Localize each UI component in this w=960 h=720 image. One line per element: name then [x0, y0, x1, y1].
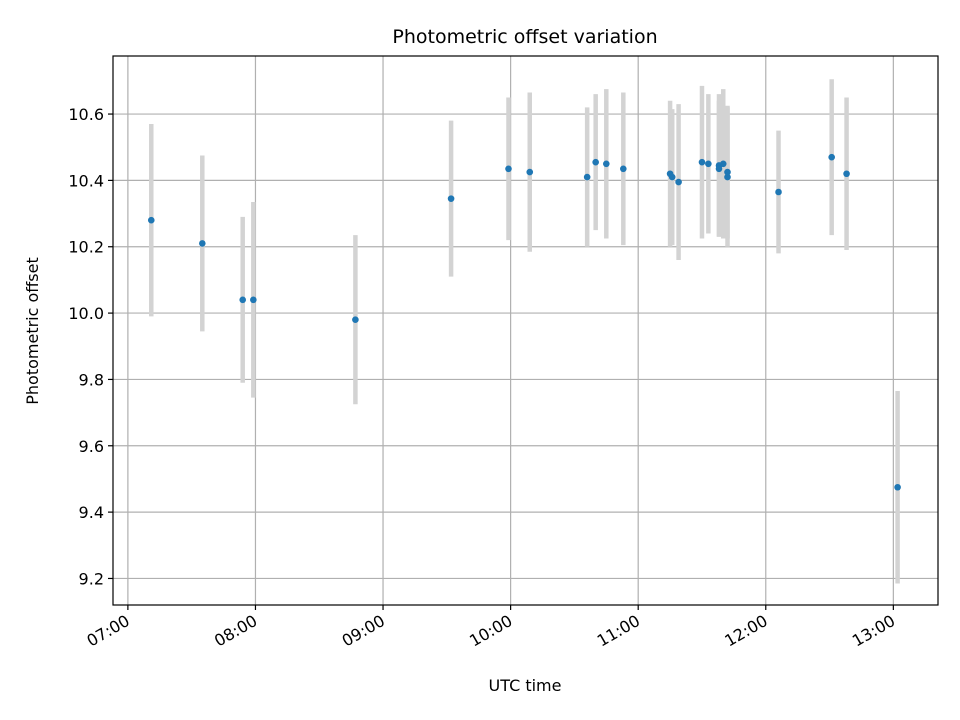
data-point — [583, 173, 591, 181]
data-point — [505, 165, 512, 173]
data-point — [705, 160, 712, 168]
data-point — [250, 296, 257, 304]
y-axis-title: Photometric offset — [23, 257, 42, 405]
data-point — [724, 168, 731, 176]
data-point — [668, 173, 676, 181]
plot-frame — [112, 55, 939, 606]
data-point — [828, 153, 835, 161]
data-point — [592, 158, 599, 166]
y-tick-label: 9.4 — [79, 503, 104, 522]
data-point — [526, 168, 534, 176]
y-tick-label: 9.2 — [79, 569, 104, 588]
data-point — [724, 173, 731, 181]
grid-lines — [113, 56, 938, 605]
data-point — [620, 165, 627, 173]
y-tick-label: 10.2 — [68, 238, 104, 257]
data-point — [675, 178, 682, 186]
data-point — [602, 160, 610, 168]
data-point — [775, 188, 782, 196]
y-tick-label: 10.6 — [68, 105, 104, 124]
data-point — [719, 160, 727, 168]
data-points — [147, 153, 901, 491]
data-point — [715, 165, 723, 173]
y-tick-label: 9.6 — [79, 437, 104, 456]
data-point — [352, 316, 359, 324]
data-point — [447, 195, 455, 202]
data-point — [147, 216, 155, 224]
data-point — [894, 483, 901, 491]
data-point — [698, 158, 706, 166]
y-tick-label: 9.8 — [79, 370, 104, 389]
y-tick-label: 10.0 — [68, 304, 104, 323]
y-axis-ticks: 9.2 9.4 9.6 9.8 10.0 10.2 10.4 10.6 — [68, 105, 113, 588]
data-point — [843, 170, 850, 178]
y-tick-label: 10.4 — [68, 171, 104, 190]
data-point — [239, 296, 247, 304]
data-point — [199, 240, 206, 247]
chart-title: Photometric offset variation — [392, 26, 657, 48]
x-axis-title: UTC time — [489, 676, 562, 695]
